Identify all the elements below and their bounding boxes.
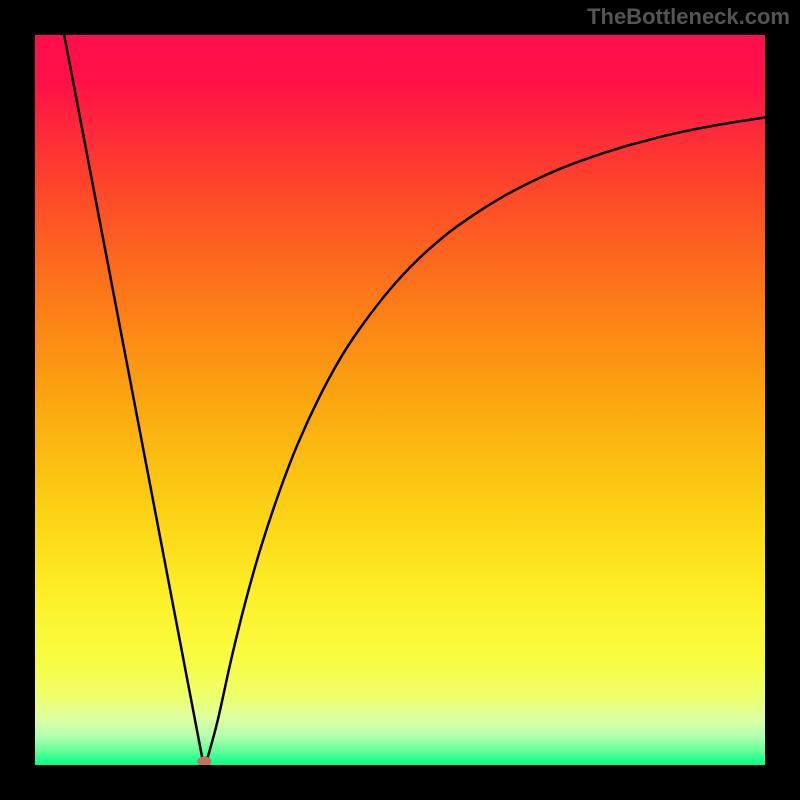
curve-layer — [35, 35, 765, 765]
attribution-text: TheBottleneck.com — [587, 4, 790, 30]
minimum-marker — [197, 756, 211, 765]
curve-right-segment — [207, 117, 765, 761]
plot-area — [35, 35, 765, 765]
curve-left-segment — [64, 35, 203, 761]
chart-frame: TheBottleneck.com — [0, 0, 800, 800]
